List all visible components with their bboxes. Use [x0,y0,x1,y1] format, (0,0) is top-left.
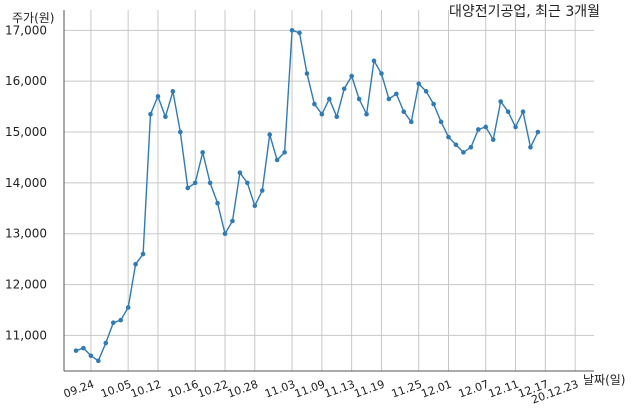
data-point [461,150,466,155]
y-tick-label: 17,000 [5,23,47,37]
data-point [401,109,407,114]
data-point [259,188,265,193]
data-point [148,111,153,117]
data-point [327,96,332,102]
y-tick-label: 12,000 [5,278,47,292]
data-point [476,127,481,132]
data-point [110,320,116,325]
data-point [140,251,146,257]
data-point [341,86,347,92]
data-point [170,89,176,94]
data-point [96,358,101,364]
x-axis-label: 날짜(일) [583,373,625,387]
data-point [304,71,310,76]
data-point [535,129,541,135]
data-point [245,180,250,186]
data-point [207,180,213,186]
data-point [312,101,317,107]
data-point [133,261,138,267]
data-point [252,203,258,209]
data-point [371,58,377,64]
data-point [222,231,228,237]
x-tick-label: 10.22 [196,378,230,401]
data-point [274,157,280,163]
x-tick-label: 11.25 [390,378,424,401]
data-point [88,353,94,359]
data-point [468,144,474,150]
data-point [386,96,392,102]
x-tick-label: 09.24 [62,378,96,401]
data-point [356,96,362,102]
data-point [289,28,295,33]
data-point [200,150,205,155]
chart-title: 대양전기공업, 최근 3개월 [449,4,600,20]
data-point [505,109,511,114]
data-point [483,124,489,130]
grid [64,10,594,371]
price-series [73,28,541,364]
data-point [267,132,273,137]
y-tick-label: 16,000 [5,74,47,88]
data-point [528,144,533,150]
data-point [498,99,503,104]
data-point [282,150,287,155]
x-tick-label: 12.11 [487,378,521,401]
data-point [520,109,526,114]
data-point [297,30,302,36]
data-point [185,185,191,191]
data-point [416,81,422,87]
data-point [394,91,399,97]
y-tick-label: 15,000 [5,125,47,139]
data-point [364,111,369,117]
data-point [125,305,131,310]
data-point [215,200,220,206]
data-point [453,142,459,148]
data-point [163,114,168,120]
axes: 11,000 12,000 13,000 14,000 15,000 16,000 17,0… [5,10,594,407]
x-tick-label: 11.03 [263,378,297,401]
data-point [81,345,86,351]
data-point [349,73,354,79]
data-point [490,137,496,142]
y-axis-label: 주가(원) [12,11,54,25]
y-tick-label: 11,000 [5,328,47,342]
y-tick-label: 14,000 [5,176,47,190]
price-line [75,29,539,362]
data-point [319,111,325,117]
data-point [155,94,161,99]
data-point [178,129,183,135]
x-tick-label: 10.28 [226,378,260,401]
x-tick-label: 11.09 [293,378,327,401]
data-point [513,124,518,130]
data-point [118,317,123,323]
data-point [237,170,243,176]
data-point [446,134,451,140]
x-tick-label: 10.05 [99,378,133,401]
y-tick-label: 13,000 [5,227,47,241]
data-point [230,218,235,224]
x-tick-label: 11.19 [352,378,386,401]
x-tick-label: 12.01 [419,378,453,401]
data-point [431,101,436,107]
data-point [334,114,340,120]
data-point [379,71,384,76]
x-tick-label: 12.07 [457,378,491,401]
x-tick-label: 10.12 [129,378,163,401]
x-tick-label: 11.13 [323,378,357,401]
data-point [103,340,109,346]
data-point [408,119,414,125]
data-point [438,119,444,125]
labels: 주가(원) 대양전기공업, 최근 3개월 날짜(일) [12,4,625,387]
data-point [73,348,79,353]
x-tick-label: 10.16 [166,378,200,401]
data-point [423,89,429,94]
data-point [192,180,198,186]
